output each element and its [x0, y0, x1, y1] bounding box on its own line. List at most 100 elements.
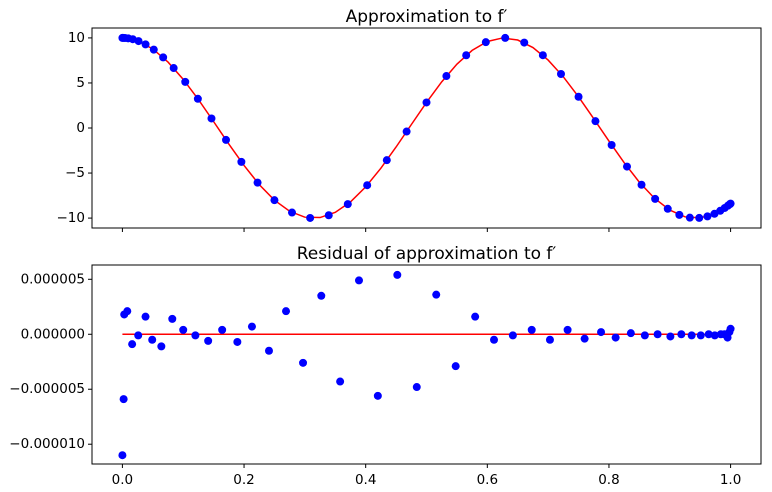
x-tick-label: 0.6 [477, 472, 498, 488]
point [490, 335, 499, 344]
point [141, 312, 150, 321]
chart-title: Residual of approximation to f′ [297, 244, 557, 264]
point [607, 141, 616, 149]
point [651, 194, 660, 203]
point [233, 337, 242, 346]
point [622, 162, 631, 171]
point [591, 117, 600, 126]
point [402, 127, 411, 136]
point [527, 325, 536, 334]
point [442, 72, 451, 81]
point [393, 270, 402, 279]
point [451, 362, 460, 371]
point [306, 213, 315, 222]
point [422, 98, 431, 107]
x-tick-label: 0.4 [355, 472, 376, 488]
point [363, 181, 372, 190]
y-tick-label: −0.000010 [9, 436, 85, 452]
x-tick-label: 0.2 [233, 472, 254, 488]
point [471, 312, 480, 321]
point [703, 212, 712, 221]
point [141, 40, 150, 49]
point [695, 213, 704, 222]
point [563, 325, 572, 334]
point [556, 70, 565, 79]
point [675, 210, 684, 219]
point [207, 114, 216, 123]
point [181, 77, 190, 86]
point [640, 331, 649, 340]
y-tick-label: 0.000005 [21, 271, 85, 287]
point [382, 156, 391, 165]
point [119, 395, 128, 404]
point [666, 332, 675, 341]
point [685, 213, 694, 222]
point [704, 330, 713, 339]
point [159, 53, 168, 62]
point [343, 200, 352, 209]
axes-frame [91, 264, 762, 465]
point [726, 324, 735, 333]
point [508, 331, 517, 340]
point [481, 38, 490, 47]
point [574, 92, 583, 101]
point [501, 33, 510, 42]
point [677, 330, 686, 339]
point [282, 307, 291, 316]
point [264, 346, 273, 355]
point [218, 325, 227, 334]
x-tick-label: 0.8 [598, 472, 619, 488]
point [354, 276, 363, 285]
point [134, 331, 143, 340]
y-tick-label: 0.000000 [21, 326, 85, 342]
y-tick-label: 10 [68, 30, 85, 46]
point [191, 331, 200, 340]
point [696, 331, 705, 340]
point [193, 94, 202, 103]
point [520, 38, 529, 47]
point [253, 178, 262, 187]
point [538, 51, 547, 60]
point [123, 307, 132, 316]
y-tick-label: 0 [76, 120, 85, 136]
point [247, 322, 256, 331]
point [626, 329, 635, 338]
point [299, 358, 308, 367]
y-tick-label: −0.000005 [9, 381, 85, 397]
y-tick-label: −5 [65, 165, 85, 181]
point [148, 335, 157, 344]
point [134, 37, 143, 46]
point [204, 336, 213, 345]
point [169, 64, 178, 73]
point [128, 340, 137, 349]
point [222, 135, 231, 144]
y-tick-label: −10 [57, 210, 86, 226]
axes-frame [91, 27, 762, 229]
chart-title: Approximation to f′ [346, 7, 508, 27]
point [270, 196, 279, 205]
point [336, 377, 345, 386]
point [597, 328, 606, 337]
point [663, 204, 672, 213]
y-tick-label: 5 [76, 75, 85, 91]
point [412, 383, 421, 392]
point [611, 333, 620, 342]
point [317, 291, 326, 300]
point [179, 325, 188, 334]
point [580, 334, 589, 343]
point [637, 180, 646, 189]
point [168, 314, 177, 323]
point [545, 335, 554, 344]
point [237, 157, 246, 166]
point [687, 331, 696, 340]
x-tick-label: 0.0 [112, 472, 133, 488]
point [432, 290, 441, 299]
line [122, 37, 731, 219]
point [462, 51, 471, 60]
x-tick-label: 1.0 [720, 472, 741, 488]
point [157, 342, 166, 351]
point [726, 199, 735, 208]
point [373, 391, 382, 400]
point [324, 211, 333, 220]
